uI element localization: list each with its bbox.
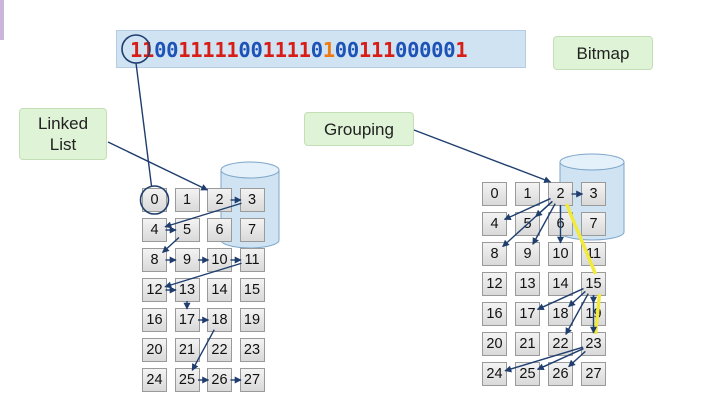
left-block-25: 25 <box>174 368 200 392</box>
bit-25: 0 <box>431 38 444 62</box>
left-block-12: 12 <box>142 278 167 302</box>
left-block-11: 11 <box>239 248 265 272</box>
left-block-6: 6 <box>207 218 232 242</box>
right-block-5: 5 <box>515 212 540 236</box>
bit-12: 1 <box>274 38 287 62</box>
right-block-25: 25 <box>515 362 540 386</box>
right-block-2: 2 <box>548 182 573 206</box>
left-block-4: 4 <box>142 218 167 242</box>
left-block-15: 15 <box>239 278 265 302</box>
left-block-19: 19 <box>239 308 265 332</box>
bitmap-label: Bitmap <box>553 36 653 70</box>
right-block-26: 26 <box>548 362 573 386</box>
left-block-18: 18 <box>207 308 232 332</box>
left-block-26: 26 <box>207 368 232 392</box>
bit-26: 0 <box>443 38 456 62</box>
bit-5: 1 <box>190 38 203 62</box>
right-block-19: 19 <box>581 302 606 326</box>
right-block-3: 3 <box>581 182 606 206</box>
left-block-24: 24 <box>142 368 167 392</box>
bit-11: 1 <box>262 38 275 62</box>
right-block-9: 9 <box>515 242 540 266</box>
left-block-20: 20 <box>142 338 167 362</box>
left-block-3: 3 <box>239 188 265 212</box>
left-block-10: 10 <box>207 248 232 272</box>
left-block-9: 9 <box>174 248 200 272</box>
right-block-12: 12 <box>482 272 507 296</box>
right-block-17: 17 <box>515 302 540 326</box>
left-block-1: 1 <box>174 188 200 212</box>
left-block-5: 5 <box>174 218 200 242</box>
right-block-24: 24 <box>482 362 507 386</box>
left-block-16: 16 <box>142 308 167 332</box>
bit-27: 1 <box>455 38 468 62</box>
bit-15: 0 <box>310 38 323 62</box>
bit-1: 1 <box>142 38 155 62</box>
right-block-18: 18 <box>548 302 573 326</box>
bit-7: 1 <box>214 38 227 62</box>
grouping-label: Grouping <box>304 112 414 146</box>
left-block-0: 0 <box>142 188 167 212</box>
bit-8: 1 <box>226 38 239 62</box>
left-block-13: 13 <box>174 278 200 302</box>
left-block-22: 22 <box>207 338 232 362</box>
linked-list-label: Linked List <box>19 108 107 160</box>
right-block-22: 22 <box>548 332 573 356</box>
bit-21: 1 <box>382 38 396 62</box>
bit-23: 0 <box>407 38 420 62</box>
left-block-8: 8 <box>142 248 167 272</box>
right-block-20: 20 <box>482 332 507 356</box>
right-block-11: 11 <box>581 242 606 266</box>
bit-22: 0 <box>395 38 408 62</box>
bit-14: 1 <box>298 38 311 62</box>
left-block-23: 23 <box>239 338 265 362</box>
bitmap-bit-string: 1100111110011110100111000001 <box>130 30 468 68</box>
right-block-8: 8 <box>482 242 507 266</box>
bit-2: 0 <box>154 38 167 62</box>
right-block-10: 10 <box>548 242 573 266</box>
right-block-14: 14 <box>548 272 573 296</box>
edge-strip <box>0 0 4 40</box>
bit-16: 1 <box>322 38 335 62</box>
bitmap-bar <box>116 30 526 68</box>
bit-10: 0 <box>250 38 263 62</box>
right-block-16: 16 <box>482 302 507 326</box>
left-block-14: 14 <box>207 278 232 302</box>
bit-18: 0 <box>346 38 359 62</box>
left-block-27: 27 <box>239 368 265 392</box>
bit-3: 0 <box>166 38 179 62</box>
bit-4: 1 <box>178 38 191 62</box>
left-block-2: 2 <box>207 188 232 212</box>
bit-0: 1 <box>130 38 143 62</box>
right-block-4: 4 <box>482 212 507 236</box>
left-block-17: 17 <box>174 308 200 332</box>
right-block-13: 13 <box>515 272 540 296</box>
right-block-0: 0 <box>482 182 507 206</box>
bit-19: 1 <box>358 38 371 62</box>
bit-6: 1 <box>202 38 215 62</box>
right-block-7: 7 <box>581 212 606 236</box>
right-block-27: 27 <box>581 362 606 386</box>
left-block-21: 21 <box>174 338 200 362</box>
bit-17: 0 <box>334 38 347 62</box>
bit-20: 1 <box>370 38 383 62</box>
right-block-1: 1 <box>515 182 540 206</box>
left-block-7: 7 <box>239 218 265 242</box>
right-block-15: 15 <box>581 272 606 296</box>
right-block-23: 23 <box>581 332 606 356</box>
bit-24: 0 <box>419 38 432 62</box>
right-block-6: 6 <box>548 212 573 236</box>
bit-13: 1 <box>286 38 299 62</box>
bit-9: 0 <box>238 38 251 62</box>
right-block-21: 21 <box>515 332 540 356</box>
